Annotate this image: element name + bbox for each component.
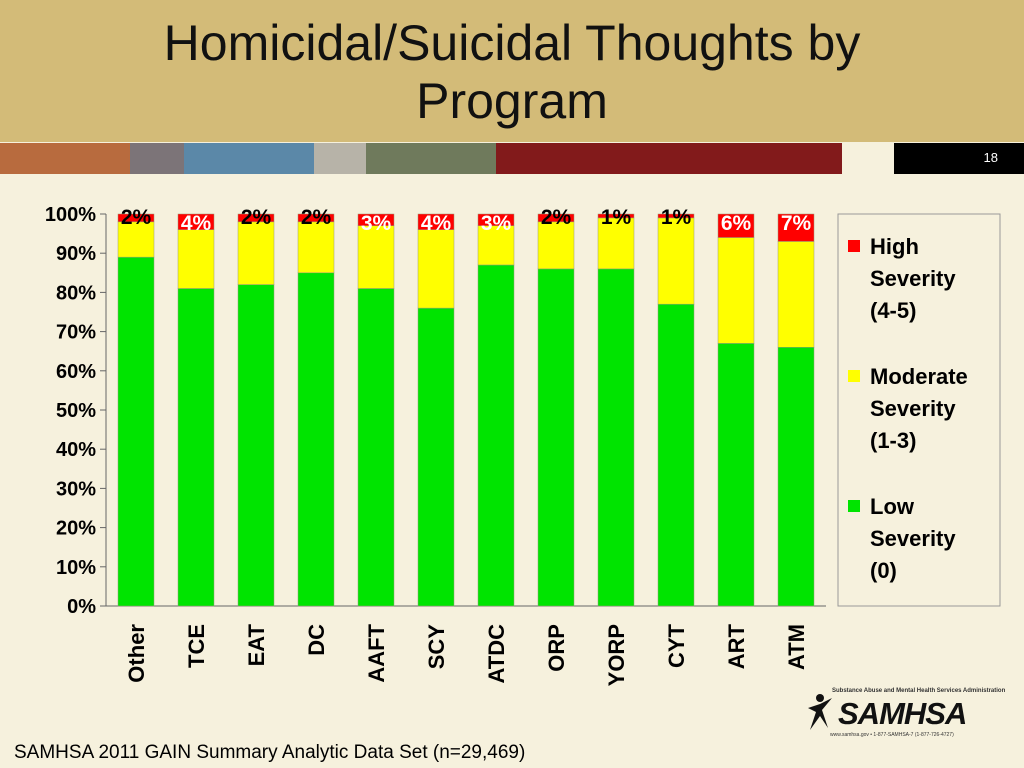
person-figure-icon <box>808 694 832 730</box>
x-category-label: EAT <box>244 623 269 666</box>
x-category-label: AAFT <box>364 623 389 682</box>
color-stripe <box>0 143 1024 174</box>
bar-segment-moderate <box>357 225 395 289</box>
bar-segment-low <box>537 268 575 607</box>
bar-segment-low <box>477 264 515 607</box>
bar-segment-moderate <box>177 229 215 289</box>
data-label-high: 3% <box>361 212 392 235</box>
logo-wordmark: SAMHSA <box>838 696 967 731</box>
data-label-high: 6% <box>721 212 752 235</box>
bar-segment-low <box>657 303 695 607</box>
bar-segment-moderate <box>297 221 335 274</box>
bar-segment-high <box>657 213 695 219</box>
bar-segment-high <box>177 213 215 230</box>
bar-segment-high <box>417 213 455 230</box>
x-category-label: ATM <box>784 624 809 670</box>
bar-segment-moderate <box>717 237 755 344</box>
bar-segment-low <box>237 284 275 607</box>
data-label-high: 2% <box>541 206 572 229</box>
y-tick-label: 20% <box>56 518 96 540</box>
plot-area <box>106 214 826 606</box>
title-line-1: Homicidal/Suicidal Thoughts by <box>163 15 861 71</box>
bar-segment-high <box>357 213 395 227</box>
bar-segment-low <box>417 307 455 607</box>
legend-label: (1-3) <box>870 428 916 453</box>
y-tick-label: 40% <box>56 439 96 461</box>
legend-swatch <box>848 370 860 382</box>
x-category-label: CYT <box>664 623 689 668</box>
x-category-label: ART <box>724 623 749 669</box>
legend-label: (0) <box>870 558 897 583</box>
legend-label: Severity <box>870 396 956 421</box>
bar-segment-moderate <box>777 241 815 348</box>
samhsa-logo <box>806 684 1006 742</box>
bar-segment-high <box>597 213 635 219</box>
legend-label: (4-5) <box>870 298 916 323</box>
y-tick-label: 10% <box>56 557 96 579</box>
bar-segment-high <box>717 213 755 238</box>
legend-label: Moderate <box>870 364 968 389</box>
legend-label: Severity <box>870 526 956 551</box>
x-category-label: Other <box>124 624 149 683</box>
data-label-high: 1% <box>661 206 692 229</box>
legend-swatch <box>848 500 860 512</box>
bar-segment-high <box>117 213 155 223</box>
x-category-label: DC <box>304 624 329 656</box>
logo-contact: www.samhsa.gov • 1-877-SAMHSA-7 (1-877-7… <box>830 732 954 738</box>
y-tick-label: 70% <box>56 322 96 344</box>
data-label-high: 4% <box>421 212 452 235</box>
bar-segment-high <box>777 213 815 242</box>
bar-segment-moderate <box>597 217 635 270</box>
bar-segment-low <box>717 343 755 607</box>
x-category-label: SCY <box>424 624 449 670</box>
bar-segment-low <box>357 288 395 607</box>
bar-segment-low <box>117 256 155 607</box>
y-tick-label: 50% <box>56 400 96 422</box>
legend-box <box>837 213 1001 607</box>
legend-label: Severity <box>870 266 956 291</box>
slide-title: Homicidal/Suicidal Thoughts by Program <box>0 14 1024 130</box>
x-category-label: YORP <box>604 624 629 686</box>
logo-subtitle: Substance Abuse and Mental Health Servic… <box>832 688 1006 694</box>
legend-label: High <box>870 234 919 259</box>
data-label-high: 1% <box>601 206 632 229</box>
bar-segment-low <box>777 347 815 607</box>
source-footer: SAMHSA 2011 GAIN Summary Analytic Data S… <box>14 742 526 763</box>
data-label-high: 4% <box>181 212 212 235</box>
bar-segment-low <box>297 272 335 607</box>
x-category-label: ATDC <box>484 624 509 684</box>
title-band <box>0 0 1024 142</box>
legend-swatch <box>848 240 860 252</box>
y-tick-label: 0% <box>67 596 96 618</box>
bar-segment-high <box>537 213 575 223</box>
bar-segment-moderate <box>477 225 515 266</box>
y-tick-label: 100% <box>45 204 96 226</box>
bar-segment-moderate <box>237 221 275 285</box>
bar-segment-high <box>477 213 515 227</box>
data-label-high: 2% <box>241 206 272 229</box>
legend-label: Low <box>870 494 915 519</box>
x-category-label: TCE <box>184 624 209 668</box>
data-label-high: 2% <box>121 206 152 229</box>
y-tick-label: 90% <box>56 243 96 265</box>
bar-segment-low <box>177 288 215 607</box>
y-tick-label: 30% <box>56 478 96 500</box>
x-category-label: ORP <box>544 624 569 672</box>
data-label-high: 3% <box>481 212 512 235</box>
title-line-2: Program <box>416 73 608 129</box>
bar-segment-high <box>297 213 335 223</box>
bar-segment-high <box>237 213 275 223</box>
bar-segment-moderate <box>417 229 455 309</box>
y-tick-label: 60% <box>56 361 96 383</box>
data-label-high: 7% <box>781 212 812 235</box>
slide-number: 18 <box>983 150 998 165</box>
data-label-high: 2% <box>301 206 332 229</box>
y-tick-label: 80% <box>56 282 96 304</box>
stacked-bar-chart: 0% 10% 20% 30% 40% 50% 60% 70% 80% 90% 100% Other 2%… <box>45 204 1001 686</box>
bar-segment-moderate <box>657 217 695 305</box>
bar-segment-low <box>597 268 635 607</box>
